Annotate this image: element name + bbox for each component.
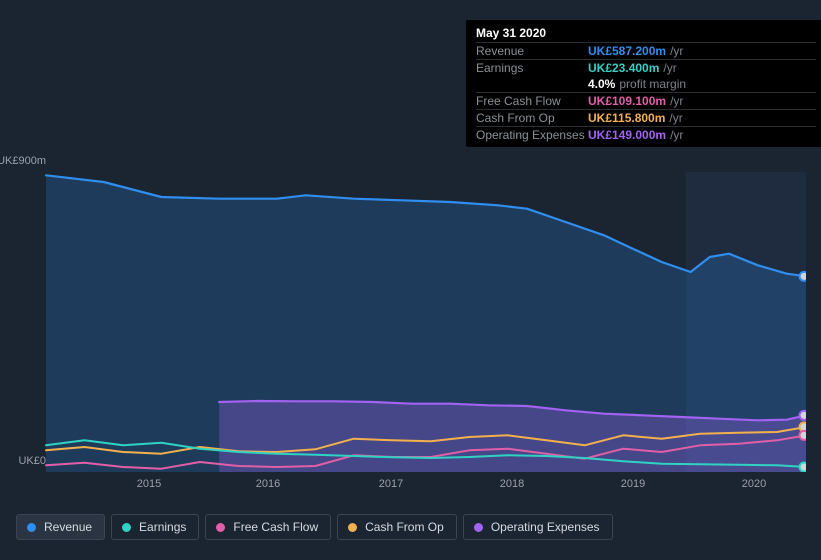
tooltip-margin-value: 4.0% [588, 77, 615, 91]
legend-item-free_cash_flow[interactable]: Free Cash Flow [205, 514, 331, 540]
legend-swatch-icon [348, 523, 357, 532]
legend-swatch-icon [216, 523, 225, 532]
tooltip-row-value: UK£587.200m [588, 44, 666, 58]
tooltip-row: EarningsUK£23.400m/yr [476, 59, 816, 76]
legend-item-revenue[interactable]: Revenue [16, 514, 105, 540]
x-tick-label: 2015 [137, 478, 161, 490]
end-marker [800, 411, 807, 420]
end-marker [800, 431, 807, 440]
financials-chart[interactable] [16, 172, 806, 472]
tooltip-row-value: UK£109.100m [588, 94, 666, 108]
end-marker [800, 272, 807, 281]
tooltip-row-value: UK£115.800m [588, 111, 665, 125]
tooltip-row-value: UK£149.000m [588, 128, 666, 142]
tooltip-row-label: Free Cash Flow [476, 94, 588, 108]
tooltip-row-label: Operating Expenses [476, 128, 588, 142]
legend-item-label: Operating Expenses [491, 520, 600, 534]
tooltip-row-unit: /yr [663, 61, 676, 75]
legend-swatch-icon [474, 523, 483, 532]
tooltip-row-unit: /yr [670, 94, 683, 108]
legend-item-earnings[interactable]: Earnings [111, 514, 199, 540]
legend-item-label: Revenue [44, 520, 92, 534]
tooltip-row: Cash From OpUK£115.800m/yr [476, 109, 816, 126]
tooltip-margin-row: 4.0% profit margin [476, 76, 816, 92]
tooltip-row: Free Cash FlowUK£109.100m/yr [476, 92, 816, 109]
x-tick-label: 2020 [742, 478, 766, 490]
end-marker [800, 463, 807, 472]
tooltip-row-value: UK£23.400m [588, 61, 659, 75]
legend-item-label: Cash From Op [365, 520, 444, 534]
tooltip-box: May 31 2020 RevenueUK£587.200m/yrEarning… [466, 20, 821, 147]
legend: Revenue Earnings Free Cash Flow Cash From O… [16, 514, 613, 540]
tooltip-row-label: Revenue [476, 44, 588, 58]
legend-swatch-icon [27, 523, 36, 532]
x-tick-label: 2019 [621, 478, 645, 490]
x-axis: 2015 2016 2017 2018 2019 2020 [16, 478, 806, 498]
x-tick-label: 2017 [379, 478, 403, 490]
legend-item-operating_expenses[interactable]: Operating Expenses [463, 514, 613, 540]
legend-swatch-icon [122, 523, 131, 532]
tooltip-margin-label: profit margin [619, 77, 686, 91]
legend-item-cash_from_op[interactable]: Cash From Op [337, 514, 457, 540]
legend-item-label: Earnings [139, 520, 186, 534]
tooltip-row-unit: /yr [669, 111, 682, 125]
tooltip-row-label: Cash From Op [476, 111, 588, 125]
tooltip-row: Operating ExpensesUK£149.000m/yr [476, 126, 816, 143]
tooltip-row-unit: /yr [670, 44, 683, 58]
tooltip-row: RevenueUK£587.200m/yr [476, 42, 816, 59]
tooltip-row-label: Earnings [476, 61, 588, 75]
y-axis-top-label: UK£900m [0, 155, 46, 167]
tooltip-date: May 31 2020 [476, 26, 816, 42]
x-tick-label: 2018 [500, 478, 524, 490]
tooltip-row-unit: /yr [670, 128, 683, 142]
x-tick-label: 2016 [256, 478, 280, 490]
legend-item-label: Free Cash Flow [233, 520, 318, 534]
